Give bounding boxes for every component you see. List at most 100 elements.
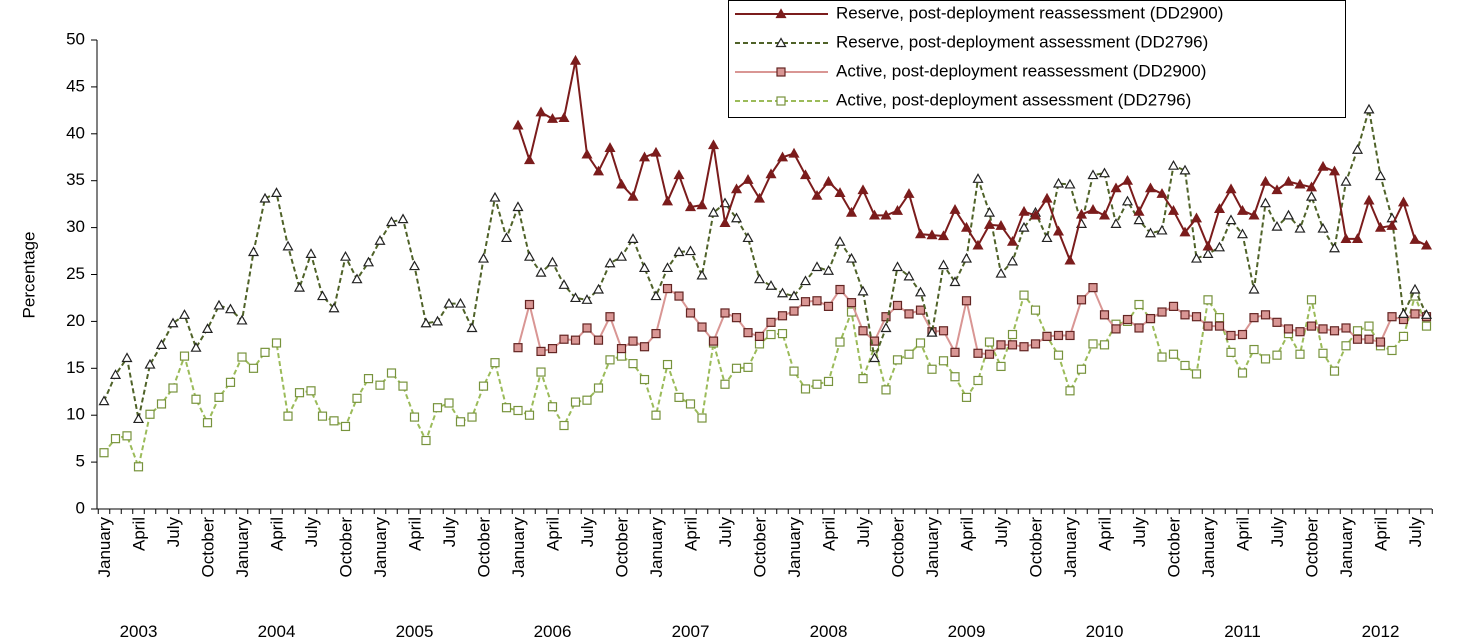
year-label: 2012: [1362, 622, 1400, 639]
marker: [1249, 313, 1259, 323]
marker: [777, 311, 788, 321]
marker: [1364, 334, 1374, 344]
marker: [1088, 339, 1098, 349]
marker: [1029, 209, 1042, 220]
marker: [1075, 208, 1088, 219]
marker: [926, 229, 938, 240]
marker: [559, 420, 569, 431]
marker: [937, 259, 950, 270]
marker: [225, 377, 236, 387]
x-tick-label: January: [1061, 517, 1080, 578]
marker: [1374, 170, 1387, 181]
marker: [937, 230, 950, 241]
marker: [891, 261, 904, 272]
marker: [662, 359, 673, 370]
marker: [904, 309, 914, 319]
marker: [846, 298, 857, 308]
marker: [950, 372, 960, 382]
marker: [950, 347, 960, 357]
marker: [1144, 182, 1157, 193]
marker: [822, 175, 835, 186]
marker: [110, 434, 121, 444]
marker: [881, 385, 891, 395]
marker: [1202, 248, 1214, 258]
marker: [1420, 309, 1433, 319]
marker: [282, 240, 294, 251]
marker: [674, 392, 684, 402]
marker: [615, 250, 628, 261]
marker: [98, 395, 110, 406]
marker: [1133, 205, 1145, 216]
marker: [708, 336, 719, 346]
marker: [1410, 309, 1420, 319]
marker: [582, 323, 592, 333]
marker: [385, 216, 398, 227]
series-line: [103, 292, 1428, 471]
marker: [409, 412, 420, 422]
marker: [490, 358, 500, 368]
marker: [294, 388, 305, 398]
marker: [421, 435, 431, 446]
marker: [582, 395, 592, 405]
marker: [1190, 252, 1203, 263]
marker: [1328, 242, 1341, 253]
marker: [835, 337, 845, 347]
marker: [547, 344, 558, 354]
legend: [728, 0, 1346, 118]
marker: [1352, 326, 1363, 336]
marker: [835, 284, 845, 295]
marker: [570, 397, 581, 407]
marker: [1318, 324, 1328, 334]
marker: [995, 267, 1007, 278]
year-label: 2009: [948, 622, 986, 639]
x-tick-label: October: [613, 517, 632, 578]
marker: [570, 335, 581, 345]
marker: [1088, 283, 1098, 293]
marker: [1111, 324, 1121, 334]
marker: [1076, 295, 1087, 305]
marker: [812, 296, 822, 306]
marker: [685, 399, 696, 409]
marker: [340, 421, 351, 432]
marker: [638, 262, 651, 273]
marker: [811, 261, 823, 272]
marker: [720, 308, 730, 318]
marker: [972, 239, 984, 250]
marker: [960, 252, 973, 263]
marker: [1214, 313, 1225, 323]
marker: [362, 256, 375, 267]
marker: [352, 393, 362, 403]
marker: [1087, 204, 1099, 214]
marker: [1237, 329, 1248, 340]
series: [513, 283, 1432, 359]
marker: [1156, 224, 1168, 235]
marker: [351, 273, 363, 284]
marker: [1167, 159, 1180, 170]
marker: [363, 374, 374, 384]
marker: [776, 287, 789, 298]
marker: [1259, 175, 1272, 186]
marker: [651, 328, 661, 339]
marker: [467, 412, 477, 422]
marker: [581, 148, 593, 159]
year-label: 2011: [1224, 622, 1261, 639]
marker: [512, 201, 524, 212]
legend-label: Reserve, post-deployment reassessment (D…: [836, 3, 1223, 22]
marker: [1168, 349, 1179, 359]
marker: [766, 329, 776, 340]
marker: [800, 384, 811, 394]
x-tick-label: October: [1303, 517, 1322, 578]
marker: [1144, 227, 1157, 238]
marker: [1282, 175, 1295, 186]
marker: [731, 313, 742, 323]
x-tick-label: October: [475, 517, 494, 578]
marker: [1386, 220, 1398, 230]
marker: [1295, 327, 1305, 337]
marker: [753, 273, 766, 284]
marker: [753, 192, 766, 203]
marker: [1305, 190, 1318, 201]
marker: [1374, 221, 1387, 232]
marker: [616, 344, 627, 354]
marker: [628, 359, 638, 369]
marker: [444, 398, 454, 408]
